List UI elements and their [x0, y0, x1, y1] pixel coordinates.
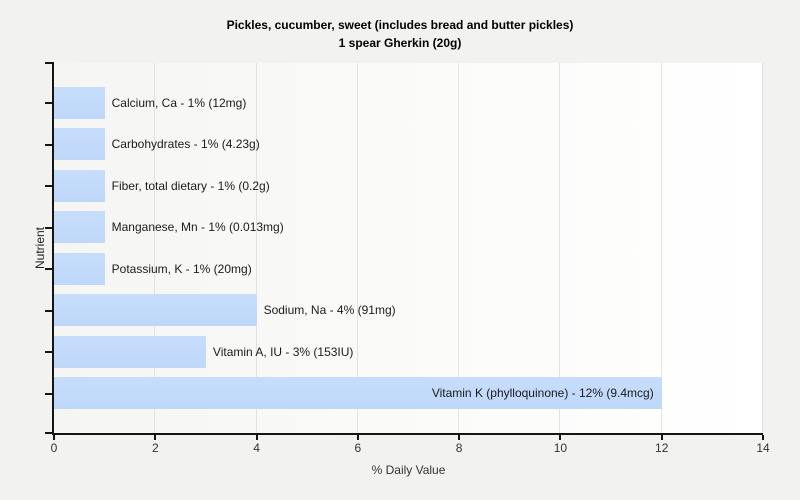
- x-axis-line: [52, 433, 763, 435]
- x-tick: [762, 435, 764, 440]
- gridline: [762, 63, 763, 433]
- bar-row: Fiber, total dietary - 1% (0.2g): [54, 165, 763, 207]
- bar-row: Manganese, Mn - 1% (0.013mg): [54, 207, 763, 249]
- gridline: [356, 63, 358, 433]
- chart-header: Pickles, cucumber, sweet (includes bread…: [0, 16, 800, 52]
- bar-label: Potassium, K - 1% (20mg): [111, 261, 252, 276]
- bar-row: Carbohydrates - 1% (4.23g): [54, 124, 763, 166]
- bar: Carbohydrates - 1% (4.23g): [54, 128, 260, 161]
- y-tick: [45, 393, 52, 395]
- bar: Calcium, Ca - 1% (12mg): [54, 86, 246, 119]
- bar-label: Sodium, Na - 4% (91mg): [263, 303, 396, 318]
- y-tick: [45, 62, 52, 64]
- x-tick: [559, 435, 562, 440]
- x-axis-title: % Daily Value: [371, 463, 446, 477]
- y-tick: [45, 144, 52, 146]
- x-tick: [458, 435, 461, 440]
- gridline: [559, 63, 561, 433]
- bar-label: Vitamin K (phylloquinone) - 12% (9.4mcg): [431, 386, 654, 401]
- bar-rows: Calcium, Ca - 1% (12mg) Carbohydrates - 1…: [54, 82, 763, 414]
- gridline: [255, 63, 257, 433]
- x-tick-label: 14: [756, 441, 770, 455]
- x-tick-label: 12: [655, 441, 669, 455]
- chart-title: Pickles, cucumber, sweet (includes bread…: [226, 18, 574, 32]
- bar-label: Manganese, Mn - 1% (0.013mg): [111, 220, 284, 235]
- bar-row: Vitamin A, IU - 3% (153IU): [54, 331, 763, 373]
- bar-row: Sodium, Na - 4% (91mg): [54, 290, 763, 332]
- x-tick-label: 10: [553, 441, 568, 455]
- x-tick: [53, 435, 55, 440]
- x-tick-label: 6: [354, 441, 362, 455]
- x-tick-label: 0: [50, 441, 58, 455]
- bar: Manganese, Mn - 1% (0.013mg): [54, 211, 284, 244]
- y-tick: [45, 185, 52, 187]
- bar-row: Calcium, Ca - 1% (12mg): [54, 82, 763, 124]
- x-axis: 0 2 4 6 8 10 12 14: [50, 433, 770, 459]
- bar-label: Fiber, total dietary - 1% (0.2g): [111, 178, 270, 193]
- y-tick: [45, 268, 52, 270]
- y-tick: [45, 432, 52, 434]
- bar-label: Carbohydrates - 1% (4.23g): [111, 137, 260, 152]
- bar: Vitamin K (phylloquinone) - 12% (9.4mcg): [54, 377, 662, 410]
- x-tick: [154, 435, 157, 440]
- chart-subtitle: 1 spear Gherkin (20g): [338, 36, 462, 50]
- y-tick: [45, 351, 52, 353]
- x-tick: [660, 435, 663, 440]
- bar-row: Potassium, K - 1% (20mg): [54, 248, 763, 290]
- gridline: [458, 63, 460, 433]
- x-tick: [356, 435, 359, 440]
- x-tick-label: 8: [455, 441, 463, 455]
- bar-row: Vitamin K (phylloquinone) - 12% (9.4mcg): [54, 373, 763, 415]
- bar-label: Calcium, Ca - 1% (12mg): [111, 95, 247, 110]
- y-tick: [45, 310, 52, 312]
- bar-label: Vitamin A, IU - 3% (153IU): [212, 344, 354, 359]
- bar: Vitamin A, IU - 3% (153IU): [54, 335, 353, 368]
- bar: Potassium, K - 1% (20mg): [54, 252, 252, 285]
- x-tick-label: 4: [253, 441, 260, 455]
- y-tick: [45, 227, 52, 229]
- x-tick: [255, 435, 258, 440]
- gridline: [660, 63, 662, 433]
- plot-area: Calcium, Ca - 1% (12mg) Carbohydrates - 1…: [45, 62, 763, 434]
- y-axis-line: [52, 62, 54, 435]
- bar: Fiber, total dietary - 1% (0.2g): [54, 169, 270, 202]
- bar: Sodium, Na - 4% (91mg): [54, 294, 396, 327]
- y-tick: [45, 102, 52, 104]
- x-tick-label: 2: [151, 441, 159, 455]
- gridline: [154, 63, 156, 433]
- y-axis-title: Nutrient: [33, 226, 47, 270]
